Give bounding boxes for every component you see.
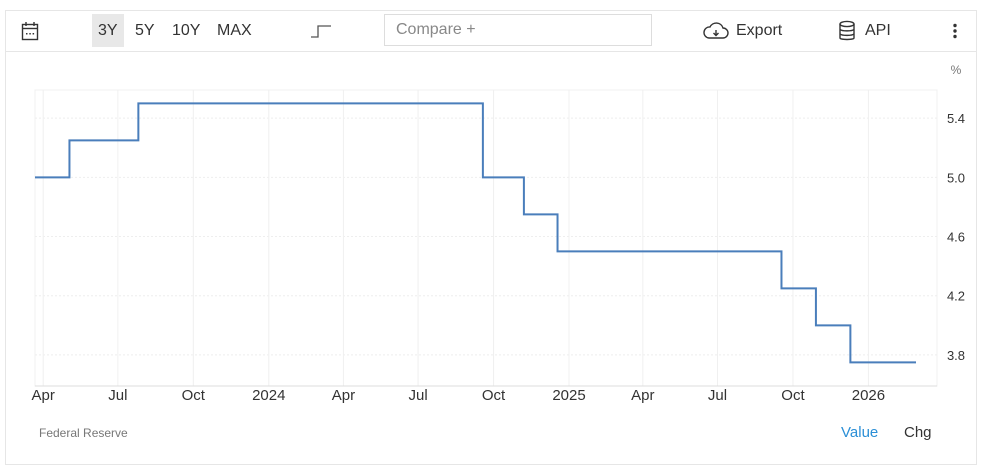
range-max[interactable]: MAX — [217, 21, 252, 39]
range-10y[interactable]: 10Y — [172, 21, 201, 39]
database-icon — [839, 20, 855, 40]
source-label: Federal Reserve — [39, 426, 128, 440]
step-chart-icon[interactable] — [310, 10, 332, 51]
chart-frame — [5, 10, 977, 465]
api-label: API — [865, 21, 891, 39]
toolbar: 3Y 5Y 10Y MAX Compare + Export API — [5, 10, 977, 52]
tab-chg[interactable]: Chg — [904, 424, 932, 441]
export-label: Export — [736, 21, 783, 39]
export-button[interactable]: Export — [703, 10, 782, 51]
tab-value[interactable]: Value — [841, 424, 879, 441]
range-5y[interactable]: 5Y — [135, 21, 155, 39]
cloud-download-icon — [703, 21, 729, 39]
range-3y[interactable]: 3Y — [92, 14, 124, 47]
api-button[interactable]: API — [838, 10, 891, 51]
compare-input[interactable]: Compare + — [384, 14, 652, 46]
calendar-icon[interactable] — [21, 10, 39, 51]
more-menu-icon[interactable] — [952, 10, 958, 51]
